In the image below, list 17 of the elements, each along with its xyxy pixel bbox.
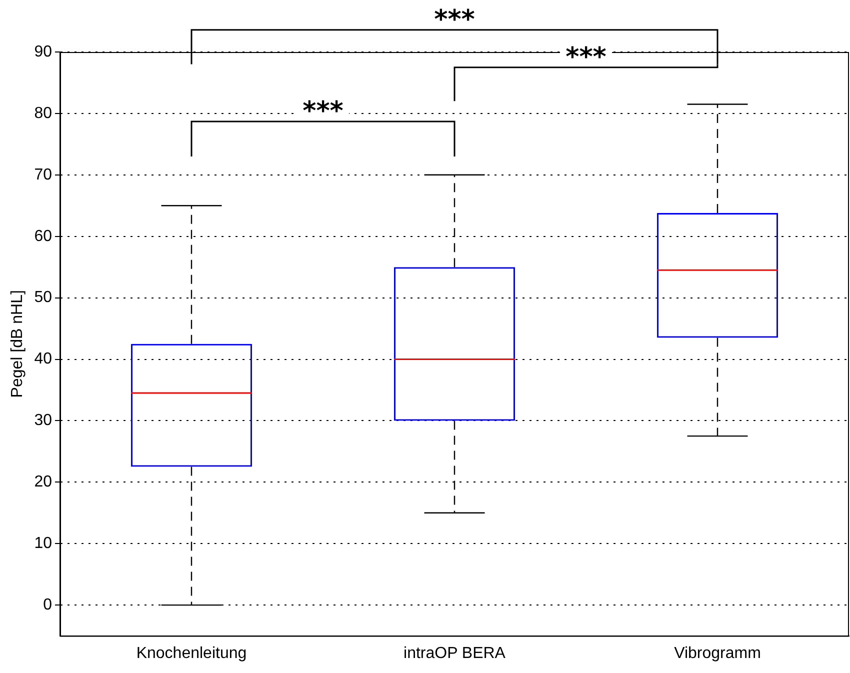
- x-tick-label: Vibrogramm: [674, 644, 761, 662]
- y-tick-label: 50: [34, 289, 52, 306]
- x-tick-label: Knochenleitung: [136, 644, 247, 662]
- annotation: ***: [566, 42, 607, 72]
- y-tick-label: 70: [34, 166, 52, 184]
- y-tick-label: 30: [34, 412, 52, 430]
- y-tick-label: 80: [34, 104, 52, 122]
- x-tick-label: intraOP BERA: [404, 644, 506, 662]
- annotation: ***: [302, 96, 344, 126]
- y-tick-label: 10: [34, 535, 52, 552]
- text: ***: [434, 4, 476, 35]
- y-tick-label: 60: [34, 228, 52, 245]
- y-tick-label: 90: [34, 43, 52, 60]
- y-tick-label: 0: [43, 596, 52, 614]
- y-axis-title: Pegel [dB nHL]: [9, 290, 26, 398]
- y-tick-label: 40: [34, 350, 52, 368]
- y-tick-label: 20: [34, 474, 52, 491]
